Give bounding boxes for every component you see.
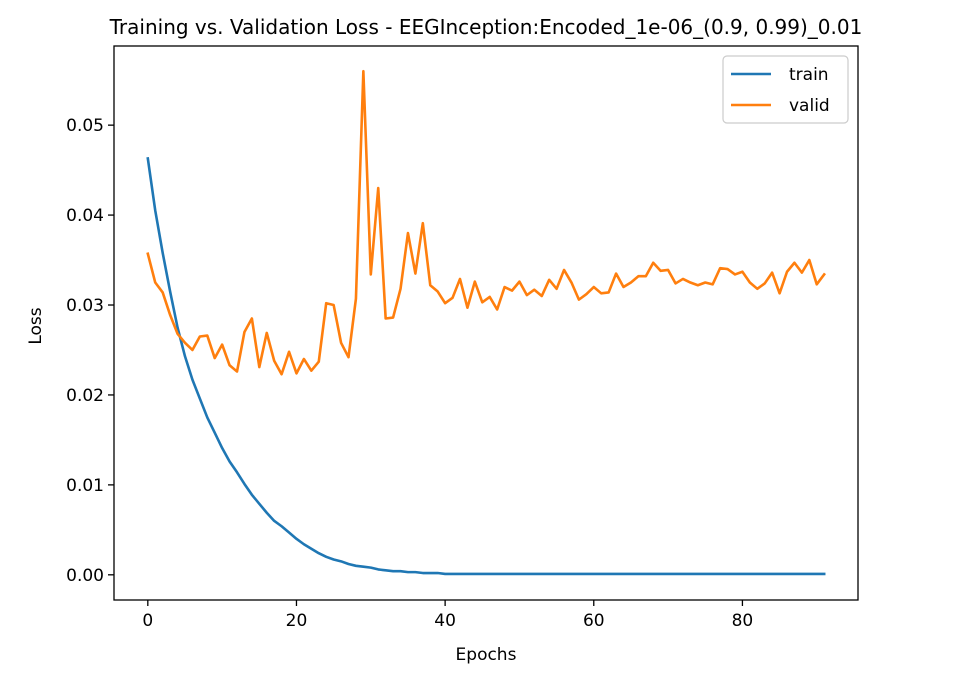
- plot-frame: [113, 45, 859, 601]
- y-tick-label: 0.01: [66, 476, 104, 496]
- x-tick-label: 80: [732, 611, 754, 631]
- y-tick-label: 0.00: [66, 566, 104, 586]
- x-tick-label: 20: [286, 611, 308, 631]
- y-tick-label: 0.03: [66, 296, 104, 316]
- legend-label-valid: valid: [789, 96, 830, 116]
- plot-area: 0 20 40 60 80 0.00 0.01 0.02 0.03 0.04 0.05 train va…: [66, 45, 859, 631]
- legend-label-train: train: [789, 65, 829, 85]
- y-tick-label: 0.04: [66, 206, 104, 226]
- series-line-train: [146, 156, 826, 576]
- x-tick-label: 60: [583, 611, 605, 631]
- x-tick-label: 0: [142, 611, 153, 631]
- y-tick-label: 0.05: [66, 116, 104, 136]
- y-tick-label: 0.02: [66, 386, 104, 406]
- x-tick-label: 40: [434, 611, 456, 631]
- y-axis-label: Loss: [26, 307, 46, 344]
- series-line-valid: [146, 69, 827, 376]
- x-axis-label: Epochs: [456, 645, 517, 665]
- chart-title: Training vs. Validation Loss - EEGIncept…: [109, 15, 863, 39]
- legend: train valid: [722, 55, 849, 124]
